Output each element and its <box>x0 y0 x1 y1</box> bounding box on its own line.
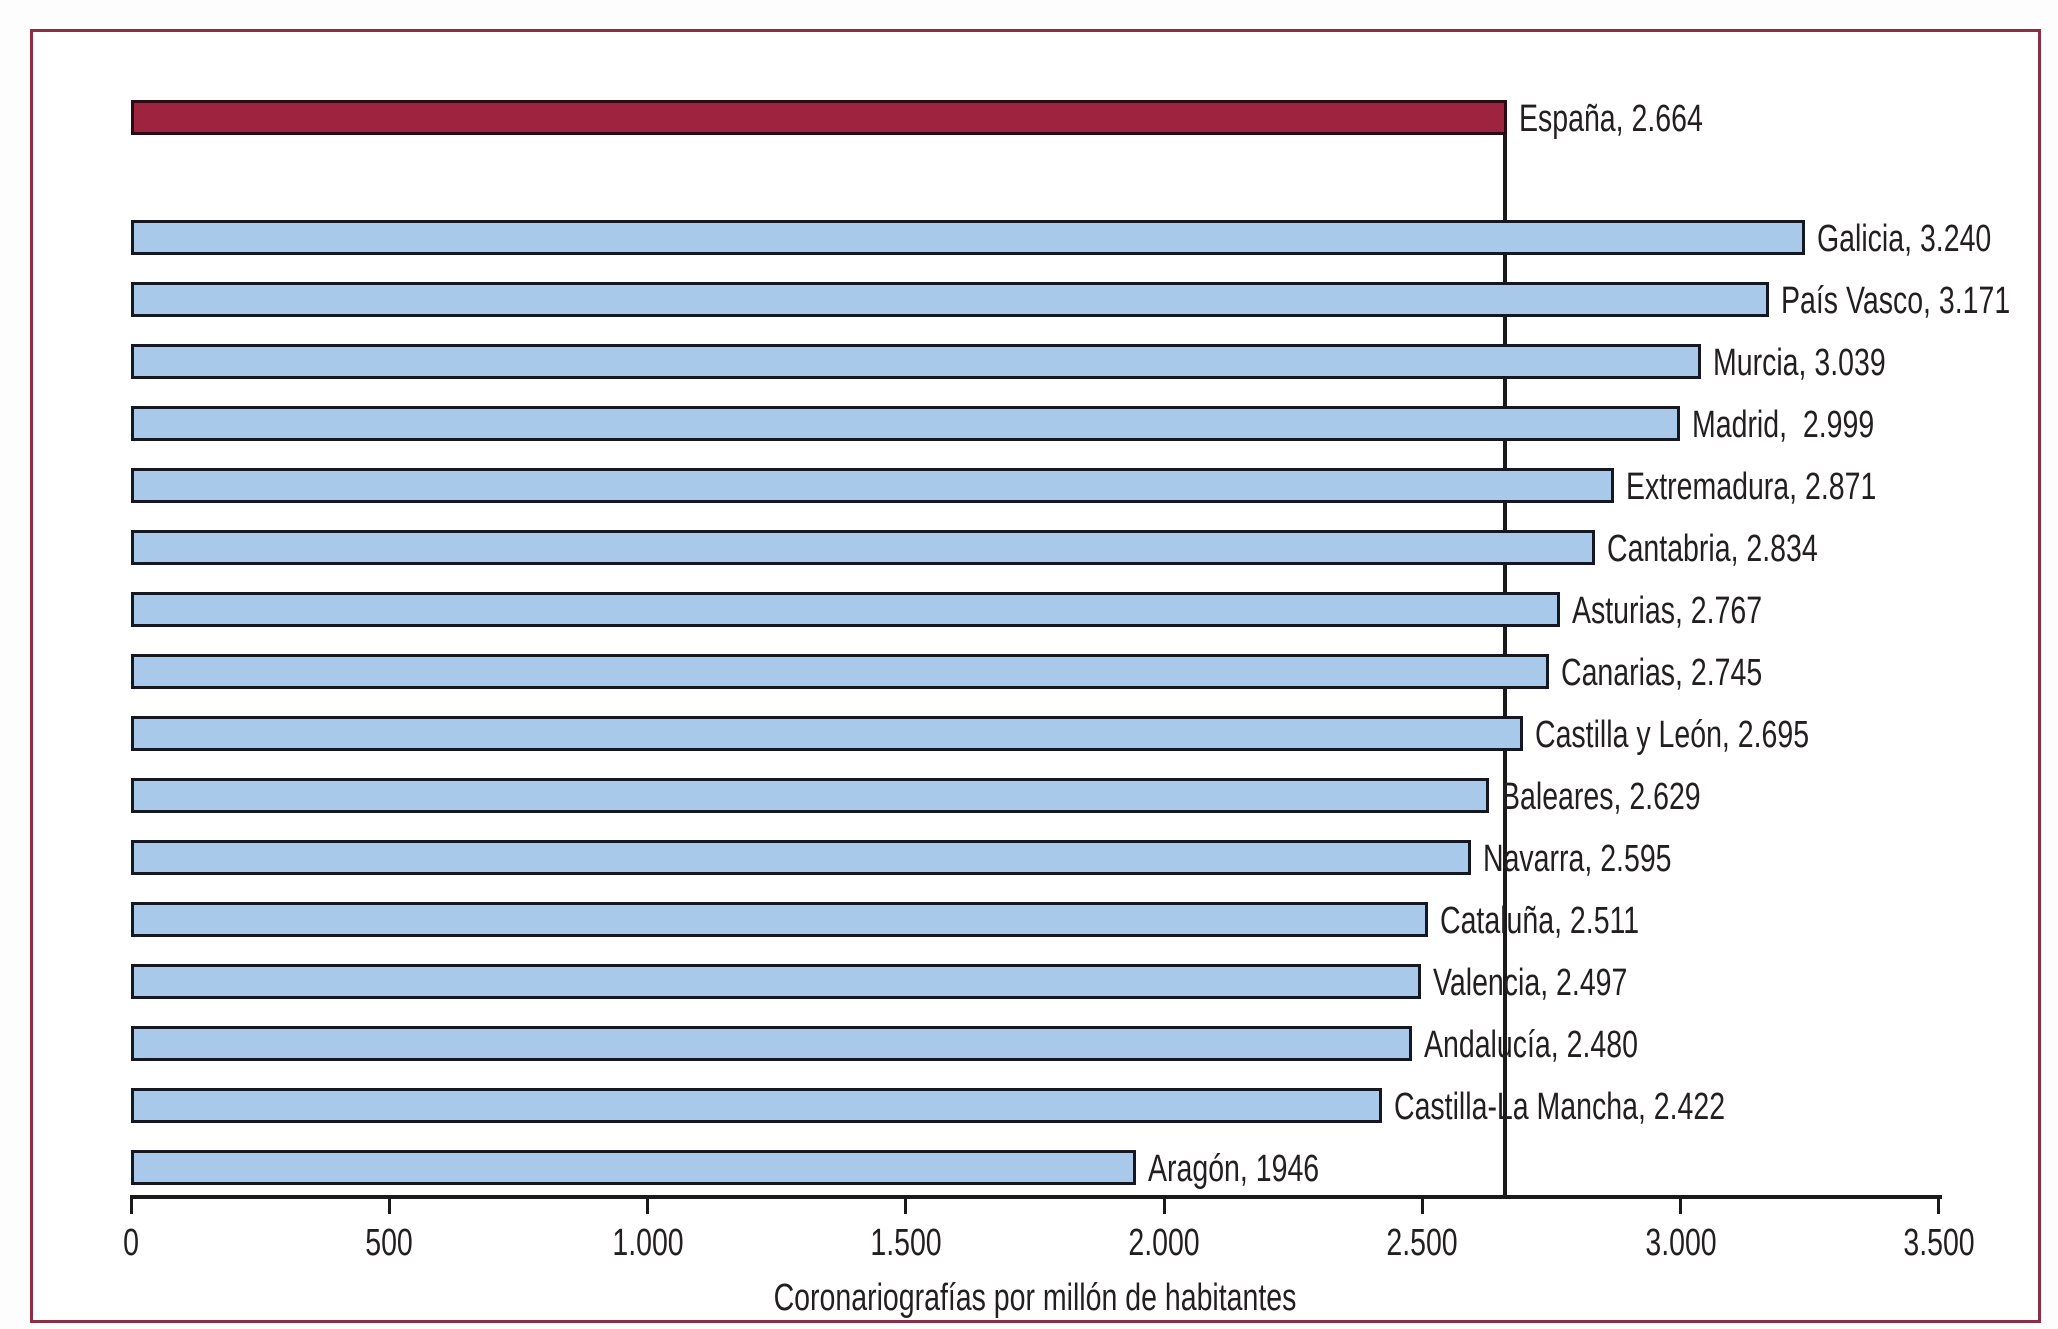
bar-canarias <box>131 654 1549 689</box>
bar-castilla-y-leon <box>131 716 1523 751</box>
bar-label-valencia: Valencia, 2.497 <box>1432 962 1628 1004</box>
bar-label-navarra: Navarra, 2.595 <box>1483 838 1672 880</box>
x-tick-label-2-000: 2.000 <box>1128 1222 1200 1264</box>
x-tick-label-0: 0 <box>123 1222 139 1264</box>
bar-andalucia <box>131 1026 1412 1061</box>
x-axis-title: Coronariografías por millón de habitante… <box>773 1277 1297 1319</box>
x-tick-label-1-500: 1.500 <box>870 1222 942 1264</box>
bar-castilla-la-mancha <box>131 1088 1382 1123</box>
bar-label-canarias: Canarias, 2.745 <box>1560 652 1763 694</box>
bar-label-murcia: Murcia, 3.039 <box>1712 342 1886 384</box>
bar-label-andalucia: Andalucía, 2.480 <box>1423 1024 1638 1066</box>
bar-label-pais-vasco: País Vasco, 3.171 <box>1780 280 2011 322</box>
figure-frame: Coronariografías por millón de habitante… <box>30 29 2041 1323</box>
x-tick-1-000 <box>646 1195 649 1214</box>
bar-chart: Coronariografías por millón de habitante… <box>33 32 2038 1320</box>
bar-label-extremadura: Extremadura, 2.871 <box>1625 466 1877 508</box>
x-tick-label-500: 500 <box>365 1222 413 1264</box>
x-tick-1-500 <box>904 1195 907 1214</box>
bar-baleares <box>131 778 1489 813</box>
x-tick-3-000 <box>1679 1195 1682 1214</box>
bar-label-asturias: Asturias, 2.767 <box>1572 590 1763 632</box>
bar-cantabria <box>131 530 1595 565</box>
x-tick-0 <box>130 1195 133 1214</box>
x-tick-label-1-000: 1.000 <box>612 1222 684 1264</box>
bar-espana <box>131 100 1507 135</box>
x-tick-label-3-500: 3.500 <box>1903 1222 1975 1264</box>
bar-aragon <box>131 1150 1136 1185</box>
bar-cataluna <box>131 902 1428 937</box>
x-tick-2-000 <box>1163 1195 1166 1214</box>
x-tick-label-3-000: 3.000 <box>1645 1222 1717 1264</box>
bar-label-galicia: Galicia, 3.240 <box>1816 218 1991 260</box>
bar-label-castilla-y-leon: Castilla y León, 2.695 <box>1535 714 1810 756</box>
bar-pais-vasco <box>131 282 1769 317</box>
bar-navarra <box>131 840 1471 875</box>
x-tick-500 <box>388 1195 391 1214</box>
x-tick-2-500 <box>1421 1195 1424 1214</box>
bar-label-cantabria: Cantabria, 2.834 <box>1606 528 1818 570</box>
bar-label-espana: España, 2.664 <box>1519 98 1703 140</box>
bar-asturias <box>131 592 1560 627</box>
bar-label-aragon: Aragón, 1946 <box>1148 1148 1320 1190</box>
bar-label-madrid: Madrid, 2.999 <box>1692 404 1875 446</box>
bar-label-castilla-la-mancha: Castilla-La Mancha, 2.422 <box>1394 1086 1726 1128</box>
bar-madrid <box>131 406 1680 441</box>
x-tick-label-2-500: 2.500 <box>1386 1222 1458 1264</box>
x-tick-3-500 <box>1937 1195 1940 1214</box>
x-axis-line <box>130 1195 1942 1199</box>
bar-extremadura <box>131 468 1614 503</box>
bar-galicia <box>131 220 1805 255</box>
bar-valencia <box>131 964 1421 999</box>
bar-label-cataluna: Cataluña, 2.511 <box>1439 900 1640 942</box>
bar-label-baleares: Baleares, 2.629 <box>1500 776 1701 818</box>
bar-murcia <box>131 344 1701 379</box>
